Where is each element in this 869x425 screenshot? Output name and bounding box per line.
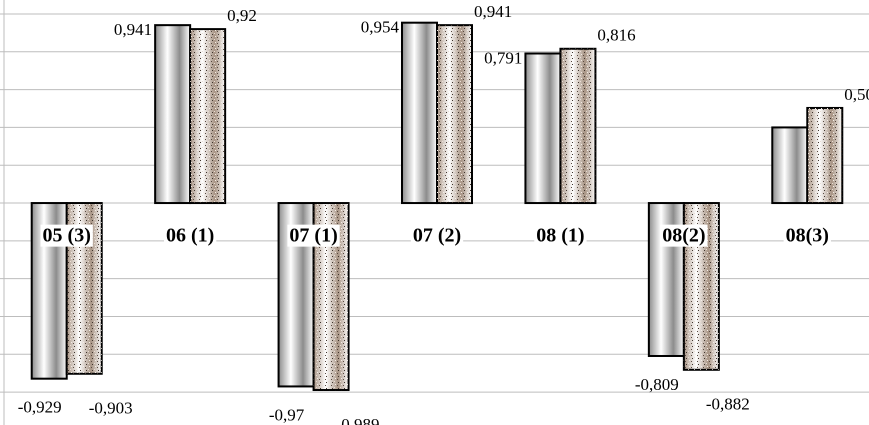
category-label: 08(2)	[662, 225, 705, 247]
category-label: 07 (1)	[289, 225, 337, 247]
category-label: 08(3)	[786, 225, 829, 247]
value-label: 0,954	[361, 18, 400, 37]
category-label: 05 (3)	[43, 225, 91, 247]
value-label: 0,791	[484, 48, 522, 67]
value-label: 0,92	[227, 6, 257, 25]
category-label: 07 (2)	[413, 225, 461, 247]
category-label-bg	[660, 224, 708, 247]
category-label: 06 (1)	[166, 225, 214, 247]
bar	[771, 126, 809, 205]
value-label: 0,503	[844, 85, 869, 104]
category-label-bg	[287, 224, 340, 247]
value-label: -0,903	[89, 399, 133, 418]
value-label: -0,989	[336, 415, 380, 425]
bar-texture	[437, 25, 472, 204]
bar-texture	[190, 29, 226, 204]
bar	[401, 21, 438, 205]
value-label: -0,97	[269, 405, 305, 424]
value-label: -0,809	[635, 375, 679, 394]
bar-texture	[560, 48, 596, 204]
category-label-bg	[40, 224, 93, 247]
value-label: -0,929	[18, 398, 62, 417]
bar	[524, 52, 562, 205]
category-label-bg	[534, 224, 587, 247]
value-label: 0,941	[474, 2, 512, 21]
category-label-bg	[410, 224, 464, 247]
category-label-bg	[163, 224, 217, 247]
value-label: 0,941	[114, 20, 152, 39]
category-label-bg	[783, 224, 831, 247]
category-label: 08 (1)	[536, 225, 584, 247]
value-label: 0,816	[597, 26, 635, 45]
value-label: -0,882	[706, 395, 750, 414]
bar-texture	[807, 107, 843, 204]
bar	[154, 24, 192, 205]
